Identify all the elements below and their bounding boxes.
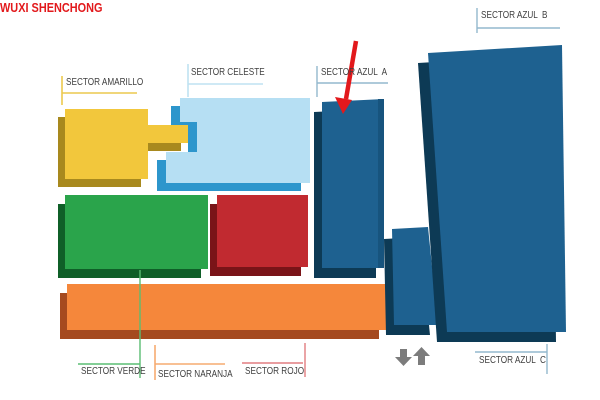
annotation-arrow-shaft [343,40,359,100]
down-arrow-icon [395,349,412,366]
leader-line-azul-a [316,66,388,97]
annotation-arrow-head [335,97,352,114]
annotation-text: WUXI SHENCHONG [0,0,103,15]
sector-naranja-shape[interactable] [60,284,386,339]
sector-rojo-face[interactable] [217,195,308,267]
sector-celeste-shape[interactable] [157,98,310,191]
sector-azul-block-shape[interactable] [384,227,438,335]
sector-verde-face[interactable] [65,195,208,269]
label-sector-celeste: SECTOR CELESTE [191,67,265,78]
sector-amarillo-shape[interactable] [58,109,188,187]
label-sector-amarillo: SECTOR AMARILLO [66,77,144,88]
label-sector-azul-a: SECTOR AZUL A [321,67,388,78]
leader-line-azul-c [475,344,548,374]
label-sector-rojo: SECTOR ROJO [245,366,305,377]
sector-azul-b-face[interactable] [428,45,566,332]
sector-verde-shape[interactable] [58,195,208,278]
leader-line-naranja [154,345,225,380]
sector-azul-a-shape[interactable] [314,99,384,278]
label-sector-verde: SECTOR VERDE [81,366,146,377]
leader-line-azul-b [476,8,560,33]
label-sector-naranja: SECTOR NARANJA [158,369,233,380]
leader-line-verde [78,270,141,378]
leader-line-celeste [187,64,263,97]
sector-naranja-face[interactable] [67,284,386,330]
sector-amarillo-face[interactable] [65,109,188,179]
sector-azul-b-shape[interactable] [418,45,566,342]
leader-line-amarillo [61,76,137,105]
sector-azul-block-face[interactable] [392,227,438,325]
sector-celeste-face[interactable] [166,98,310,183]
sector-rojo-shape[interactable] [210,195,308,276]
leader-line-rojo [242,343,306,377]
annotation-arrow [335,40,359,114]
label-sector-azul-c: SECTOR AZUL C [479,355,546,366]
label-sector-azul-b: SECTOR AZUL B [481,10,548,21]
up-arrow-icon [413,347,430,365]
sector-azul-a-edge-shade [378,99,384,268]
sector-azul-a-face[interactable] [322,99,384,268]
